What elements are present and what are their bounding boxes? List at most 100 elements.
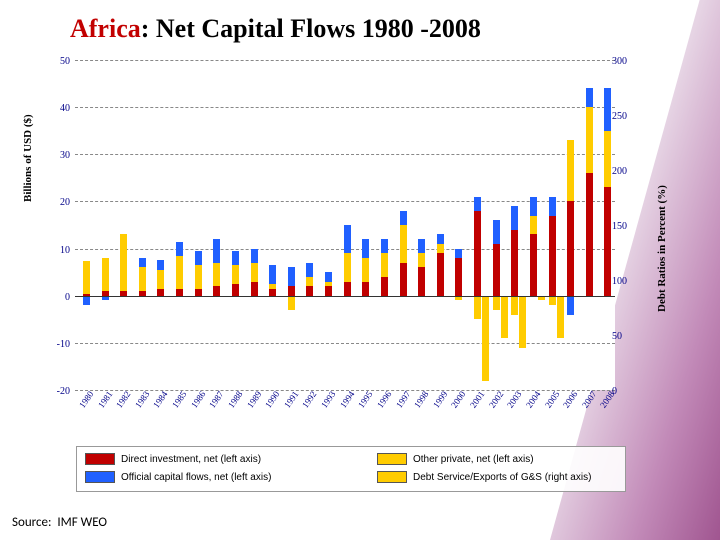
slide-root: Africa: Net Capital Flows 1980 -2008 Bil… [0, 0, 720, 540]
direct-bar [437, 253, 444, 295]
legend: Direct investment, net (left axis) Other … [76, 446, 626, 492]
direct-bar [362, 282, 369, 296]
legend-item: Other private, net (left axis) [377, 453, 534, 465]
source-line: Source: IMF WEO [12, 515, 107, 530]
gridline [75, 107, 615, 108]
other-bar [213, 263, 220, 287]
y1-tick-label: 10 [40, 245, 70, 256]
official-bar [344, 225, 351, 253]
other-bar [176, 256, 183, 289]
direct-bar [344, 282, 351, 296]
x-tick-label: 2005 [543, 389, 562, 409]
official-bar [176, 242, 183, 256]
legend-label: Direct investment, net (left axis) [121, 454, 261, 465]
other-bar [418, 253, 425, 267]
other-bar [344, 253, 351, 281]
x-tick-label: 1998 [412, 389, 431, 409]
y2-axis-title: Debt Ratios in Percent (%) [656, 185, 668, 312]
official-bar [269, 265, 276, 284]
x-tick-label: 1983 [133, 389, 152, 409]
other-bar [195, 265, 202, 289]
official-bar [567, 296, 574, 315]
official-bar [325, 272, 332, 281]
x-tick-label: 1988 [226, 389, 245, 409]
title-suffix: -2008 [414, 14, 481, 43]
x-tick-label: 1986 [189, 389, 208, 409]
y2-tick-label: 150 [612, 221, 642, 232]
x-tick-label: 1987 [207, 389, 226, 409]
x-tick-label: 2002 [487, 389, 506, 409]
other-bar [362, 258, 369, 282]
x-tick-label: 1996 [375, 389, 394, 409]
other-bar [120, 234, 127, 291]
official-bar [139, 258, 146, 267]
zero-line [75, 296, 615, 297]
gridline [75, 60, 615, 61]
gridline [75, 343, 615, 344]
x-tick-label: 1984 [151, 389, 170, 409]
debt-bar [501, 296, 508, 338]
direct-bar [530, 234, 537, 295]
y1-tick-label: -20 [40, 386, 70, 397]
direct-bar [288, 286, 295, 295]
official-bar [232, 251, 239, 265]
other-bar [586, 107, 593, 173]
y1-axis-title: Billions of USD ($) [22, 114, 34, 202]
direct-bar [493, 244, 500, 296]
other-bar [604, 131, 611, 188]
x-tick-label: 1982 [114, 389, 133, 409]
x-tick-label: 1992 [300, 389, 319, 409]
official-bar [549, 197, 556, 216]
official-bar [586, 88, 593, 107]
official-bar [213, 239, 220, 263]
y1-tick-label: 50 [40, 56, 70, 67]
x-tick-label: 1981 [96, 389, 115, 409]
other-bar [567, 140, 574, 201]
direct-bar [474, 211, 481, 296]
other-bar [493, 296, 500, 310]
official-bar [418, 239, 425, 253]
legend-item: Direct investment, net (left axis) [85, 453, 261, 465]
x-tick-label: 2007 [580, 389, 599, 409]
other-bar [269, 284, 276, 289]
direct-bar [549, 216, 556, 296]
y1-tick-label: 0 [40, 292, 70, 303]
x-tick-label: 1994 [338, 389, 357, 409]
other-bar [157, 270, 164, 289]
y1-tick-label: 40 [40, 103, 70, 114]
x-tick-label: 1997 [394, 389, 413, 409]
other-bar [83, 261, 90, 294]
y1-tick-label: 30 [40, 150, 70, 161]
direct-bar [604, 187, 611, 295]
x-tick-label: 1990 [263, 389, 282, 409]
official-bar [381, 239, 388, 253]
x-tick-label: 1999 [431, 389, 450, 409]
official-bar [306, 263, 313, 277]
x-tick-label: 2001 [468, 389, 487, 409]
other-bar [232, 265, 239, 284]
other-bar [549, 296, 556, 305]
title-prefix: Africa [70, 14, 141, 43]
y1-tick-label: 20 [40, 197, 70, 208]
y2-tick-label: 50 [612, 331, 642, 342]
official-bar [251, 249, 258, 263]
direct-bar [511, 230, 518, 296]
legend-swatch [377, 453, 407, 465]
official-bar [400, 211, 407, 225]
direct-bar [232, 284, 239, 296]
legend-item: Debt Service/Exports of G&S (right axis) [377, 471, 591, 483]
direct-bar [213, 286, 220, 295]
official-bar [195, 251, 202, 265]
gridline [75, 154, 615, 155]
legend-swatch [85, 453, 115, 465]
legend-swatch [377, 471, 407, 483]
direct-bar [381, 277, 388, 296]
title-rest: : Net Capital Flows 1980 [141, 14, 414, 43]
official-bar [474, 197, 481, 211]
debt-bar [482, 296, 489, 381]
official-bar [493, 220, 500, 244]
x-tick-label: 1995 [356, 389, 375, 409]
x-tick-label: 2000 [449, 389, 468, 409]
x-tick-label: 1980 [77, 389, 96, 409]
other-bar [288, 296, 295, 310]
